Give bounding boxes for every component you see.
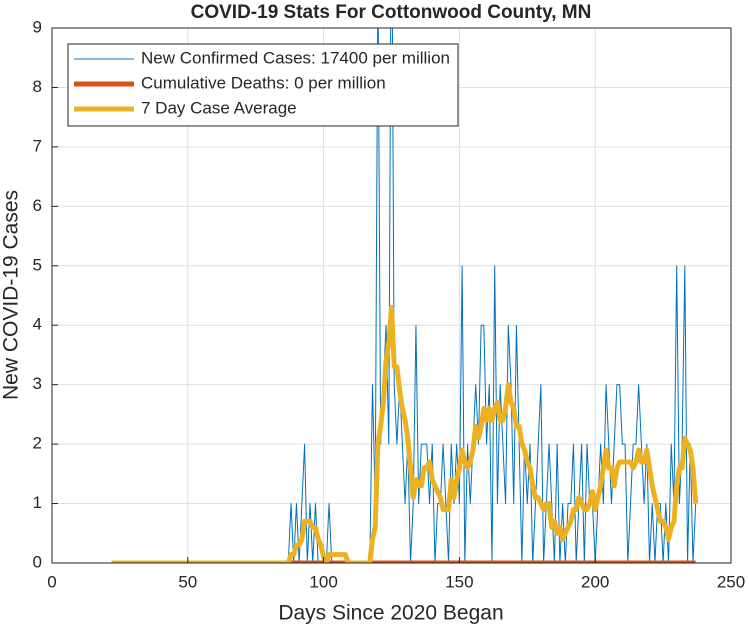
y-tick-label: 6 (33, 196, 42, 215)
chart-title: COVID-19 Stats For Cottonwood County, MN (191, 2, 592, 23)
y-tick-label: 8 (33, 77, 42, 96)
y-tick-label: 0 (33, 552, 42, 571)
x-tick-label: 200 (581, 572, 609, 591)
x-tick-label: 250 (717, 572, 745, 591)
legend: New Confirmed Cases: 17400 per million Cu… (67, 43, 459, 127)
y-tick-label: 9 (33, 17, 42, 36)
plot-box (51, 27, 732, 564)
series-line (111, 304, 699, 563)
y-tick-label: 1 (33, 493, 42, 512)
x-tick-label: 50 (178, 572, 197, 591)
legend-label: 7 Day Case Average (141, 98, 297, 117)
legend-label: New Confirmed Cases: 17400 per million (141, 48, 450, 67)
legend-label: Cumulative Deaths: 0 per million (141, 73, 386, 92)
y-tick-label: 4 (33, 315, 42, 334)
ticks: 0 50 100 150 200 250 0 1 2 3 4 5 6 7 8 9 (33, 17, 746, 591)
y-tick-label: 5 (33, 255, 42, 274)
y-tick-label: 3 (33, 374, 42, 393)
y-tick-label: 7 (33, 136, 42, 155)
x-axis-label: Days Since 2020 Began (278, 602, 503, 625)
x-tick-label: 150 (445, 572, 473, 591)
y-tick-label: 2 (33, 434, 42, 453)
x-tick-label: 100 (309, 572, 337, 591)
x-tick-label: 0 (47, 572, 56, 591)
y-axis-label: New COVID-19 Cases (0, 190, 23, 400)
lines (111, 28, 699, 563)
